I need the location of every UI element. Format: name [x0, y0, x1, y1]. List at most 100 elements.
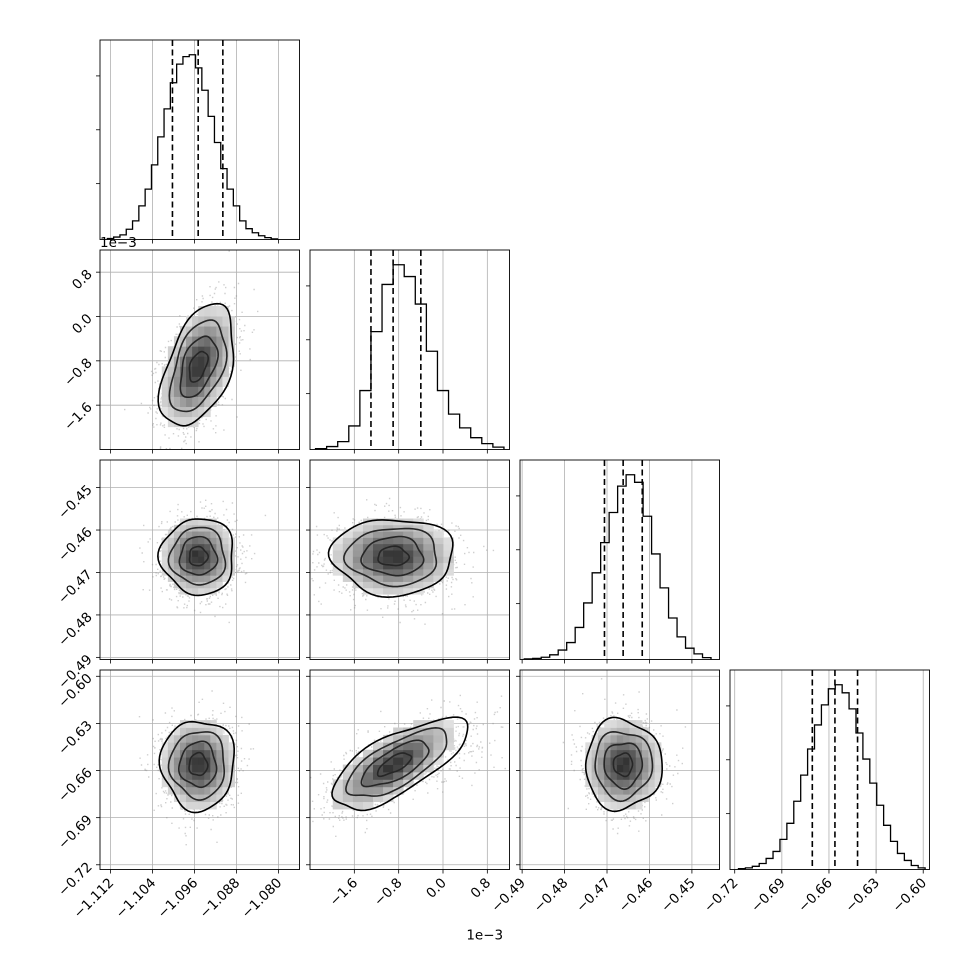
- density-cell: [167, 406, 175, 418]
- density-cell: [423, 537, 434, 545]
- density-cell: [623, 742, 630, 751]
- density-cell: [204, 336, 211, 347]
- density-cell: [383, 794, 394, 803]
- density-cell: [383, 575, 394, 582]
- density-cell: [393, 727, 404, 736]
- density-cell: [342, 550, 354, 557]
- density-cell: [342, 556, 354, 564]
- scatter-panel-3-0: −0.72−0.69−0.66−0.63−0.60−1.112−1.104−1.…: [55, 669, 300, 922]
- contour-2: [179, 335, 219, 399]
- density-cell: [173, 742, 181, 751]
- panel-frame: [519, 459, 720, 660]
- density-cell: [393, 531, 404, 538]
- plot-area: [106, 40, 279, 240]
- density-cell: [635, 727, 643, 736]
- density-cell: [423, 550, 434, 557]
- density-cell: [198, 366, 205, 377]
- density-cell: [167, 779, 175, 788]
- density-cell: [198, 550, 205, 557]
- density-cell: [173, 734, 181, 743]
- density-cell: [393, 581, 404, 589]
- x-tick-label: −0.45: [658, 875, 699, 916]
- density-cell: [204, 771, 211, 780]
- density-cell: [443, 550, 454, 557]
- density-cell: [635, 786, 643, 795]
- density-cell: [216, 581, 223, 589]
- y-tick-label: −0.48: [55, 609, 96, 650]
- density-cell: [179, 386, 187, 397]
- density-cell: [423, 734, 434, 743]
- density-cell: [616, 742, 624, 751]
- density-cell: [192, 316, 199, 327]
- density-cell: [413, 575, 424, 582]
- plot-area: [314, 250, 505, 450]
- density-cell: [616, 734, 624, 743]
- contour-4: [327, 519, 454, 599]
- x-tick-label: −1.6: [327, 875, 361, 909]
- density-cell: [383, 734, 394, 743]
- plot-area: [100, 460, 300, 660]
- density-cell: [222, 531, 229, 538]
- contour-2: [603, 742, 644, 790]
- density-cell: [642, 764, 649, 773]
- density-cell: [179, 366, 187, 377]
- density-cell: [198, 720, 205, 728]
- histogram-step: [106, 54, 279, 240]
- density-cell: [216, 568, 223, 576]
- plot-area: [100, 250, 300, 450]
- density-cell: [413, 524, 424, 532]
- density-cell: [179, 531, 187, 538]
- density-cell: [173, 531, 181, 538]
- density-cell: [616, 801, 624, 810]
- density-cell: [222, 757, 229, 765]
- x-tick-label: −0.8: [371, 875, 405, 909]
- density-cell: [373, 568, 384, 576]
- density-cell: [167, 550, 175, 557]
- density-cell: [198, 531, 205, 538]
- density-cell: [210, 537, 217, 545]
- density-cell: [413, 550, 424, 557]
- density-cell: [186, 386, 193, 397]
- density-cell: [161, 757, 169, 765]
- density-cell: [383, 757, 394, 765]
- density-cell: [192, 550, 199, 557]
- density-cell: [179, 326, 187, 337]
- panel-frame: [99, 459, 300, 660]
- density-cell: [167, 346, 175, 357]
- density-cell: [216, 550, 223, 557]
- density-cell: [362, 537, 374, 545]
- density-cell: [654, 742, 662, 751]
- density-cell: [216, 306, 223, 317]
- density-cell: [403, 587, 414, 595]
- density-cell: [186, 794, 193, 803]
- density-cell: [352, 562, 364, 570]
- density-cell: [210, 543, 217, 551]
- density-cell: [342, 537, 354, 545]
- density-cell: [332, 568, 344, 576]
- density-cell: [413, 543, 424, 551]
- density-cell: [616, 720, 624, 728]
- density-cell: [403, 531, 414, 538]
- density-cell: [352, 757, 364, 765]
- density-cell: [210, 794, 217, 803]
- density-cell: [210, 316, 217, 327]
- density-cell: [403, 727, 414, 736]
- density-cell: [642, 742, 649, 751]
- density-cell: [403, 749, 414, 758]
- density-cell: [610, 794, 618, 803]
- density-cell: [179, 346, 187, 357]
- density-cell: [362, 757, 374, 765]
- density-cell: [403, 537, 414, 545]
- density-cell: [403, 764, 414, 773]
- density-cell: [342, 771, 354, 780]
- density-cell: [210, 376, 217, 387]
- density-cell: [228, 316, 235, 327]
- density-cell: [198, 727, 205, 736]
- density-cell: [216, 727, 223, 736]
- x-tick-label: −0.69: [748, 875, 789, 916]
- density-cell: [186, 587, 193, 595]
- density-cell: [443, 742, 454, 751]
- density-cell: [216, 537, 223, 545]
- density-cell: [179, 757, 187, 765]
- density-cell: [198, 406, 205, 418]
